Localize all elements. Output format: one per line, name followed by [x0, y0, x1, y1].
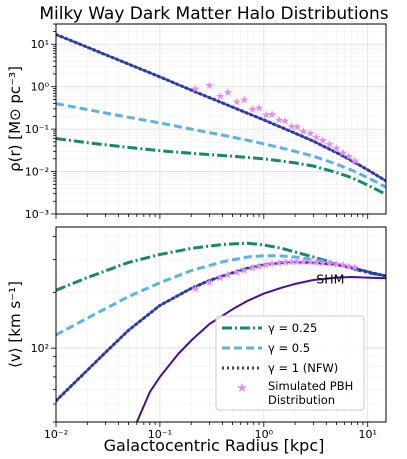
series-line-0-25	[56, 137, 386, 196]
pbh-star-marker: ★	[254, 102, 264, 115]
top-ticks: 10⁻³ 10⁻² 10⁻¹ 10⁰ 10¹	[25, 23, 369, 221]
legend-label-gamma-1: γ = 1 (NFW)	[268, 361, 338, 375]
pbh-star-marker: ★	[191, 282, 201, 295]
legend-box	[215, 315, 365, 411]
pbh-star-marker: ★	[280, 114, 290, 127]
x-tick-label: 10⁻¹	[148, 428, 172, 441]
legend-label-pbh-line1: Simulated PBH	[268, 379, 353, 393]
top-y-axis-label: ρ(r) [M⊙ pc⁻³]	[6, 66, 24, 172]
pbh-star-marker: ★	[344, 260, 354, 273]
pbh-star-marker: ★	[205, 79, 215, 92]
pbh-star-marker: ★	[305, 127, 315, 140]
pbh-star-marker: ★	[215, 272, 225, 285]
pbh-star-marker: ★	[248, 103, 258, 116]
legend-swatch-pbh: ★	[236, 381, 248, 396]
pbh-star-marker: ★	[344, 150, 354, 163]
pbh-star-marker: ★	[287, 256, 297, 269]
pbh-star-marker: ★	[223, 86, 233, 99]
legend-label-gamma-025: γ = 0.25	[268, 321, 317, 335]
y-tick-label: 10⁰	[31, 81, 50, 94]
pbh-star-marker: ★	[311, 256, 321, 269]
pbh-star-marker: ★	[311, 131, 321, 144]
y-tick-label: 10⁻¹	[25, 123, 49, 136]
pbh-star-marker: ★	[191, 83, 201, 96]
y-tick-label: 10⁻²	[25, 166, 49, 179]
pbh-star-marker: ★	[239, 264, 249, 277]
pbh-star-marker: ★	[205, 276, 215, 289]
top-axes-frame	[55, 23, 387, 215]
pbh-star-marker: ★	[239, 93, 249, 106]
y-tick-label: 10²	[31, 342, 49, 355]
top-series: ★ ★★★★★★★★★★★★★★★★★★★★★★	[56, 33, 386, 196]
x-tick-label: 10⁰	[255, 428, 274, 441]
series-line-1-nfw	[56, 33, 386, 183]
pbh-star-marker: ★	[338, 259, 348, 272]
legend-label-pbh-line2: Distribution	[268, 393, 335, 407]
pbh-star-marker: ★	[232, 95, 242, 108]
pbh-star-marker: ★	[292, 121, 302, 134]
bottom-series: ★★ ★★ ★★★★★★★★★★★★★★★★★★★	[56, 241, 386, 422]
legend-label-gamma-05: γ = 0.5	[268, 341, 310, 355]
x-tick-label: 10⁻²	[44, 428, 68, 441]
pbh-star-marker: ★	[215, 90, 225, 103]
pbh-star-marker: ★	[350, 261, 360, 274]
pbh-star-marker: ★	[318, 256, 328, 269]
legend: γ = 0.25 γ = 0.5 γ = 1 (NFW) ★ Simulated…	[215, 315, 365, 411]
pbh-star-marker: ★	[325, 257, 335, 270]
series-line-0-5	[56, 102, 386, 189]
pbh-star-marker: ★	[261, 109, 271, 122]
pbh-star-marker: ★	[318, 134, 328, 147]
pbh-star-marker: ★	[292, 255, 302, 268]
pbh-star-marker: ★	[261, 258, 271, 271]
y-tick-label: 10⁻³	[25, 208, 49, 221]
pbh-star-marker: ★	[280, 256, 290, 269]
y-tick-label: 10¹	[31, 38, 49, 51]
series-line-1-nfw	[56, 260, 386, 403]
pbh-star-marker: ★	[274, 113, 284, 126]
shm-annotation: SHM	[316, 271, 344, 286]
pbh-star-marker: ★	[232, 266, 242, 279]
pbh-star-marker: ★	[350, 155, 360, 168]
x-tick-label: 10¹	[358, 428, 376, 441]
figure-title: Milky Way Dark Matter Halo Distributions	[39, 4, 388, 24]
pbh-star-marker: ★	[267, 108, 277, 121]
pbh-star-marker: ★	[287, 120, 297, 133]
pbh-star-marker: ★	[274, 256, 284, 269]
pbh-star-marker: ★	[305, 256, 315, 269]
pbh-star-marker: ★	[325, 138, 335, 151]
bottom-axes-frame	[55, 226, 387, 423]
x-axis-label: Galactocentric Radius [kpc]	[104, 436, 325, 455]
pbh-star-marker: ★	[254, 260, 264, 273]
pbh-star-marker: ★	[298, 125, 308, 138]
pbh-star-marker: ★	[267, 257, 277, 270]
pbh-star-marker: ★	[331, 142, 341, 155]
top-grid	[55, 23, 386, 215]
pbh-star-marker: ★	[223, 268, 233, 281]
bottom-y-axis-label: ⟨v⟩ [km s⁻¹]	[6, 281, 24, 368]
pbh-star-marker: ★	[331, 258, 341, 271]
pbh-star-marker: ★	[298, 255, 308, 268]
series-line-shm	[135, 276, 386, 422]
pbh-star-marker: ★	[338, 147, 348, 160]
pbh-star-marker: ★	[248, 262, 258, 275]
